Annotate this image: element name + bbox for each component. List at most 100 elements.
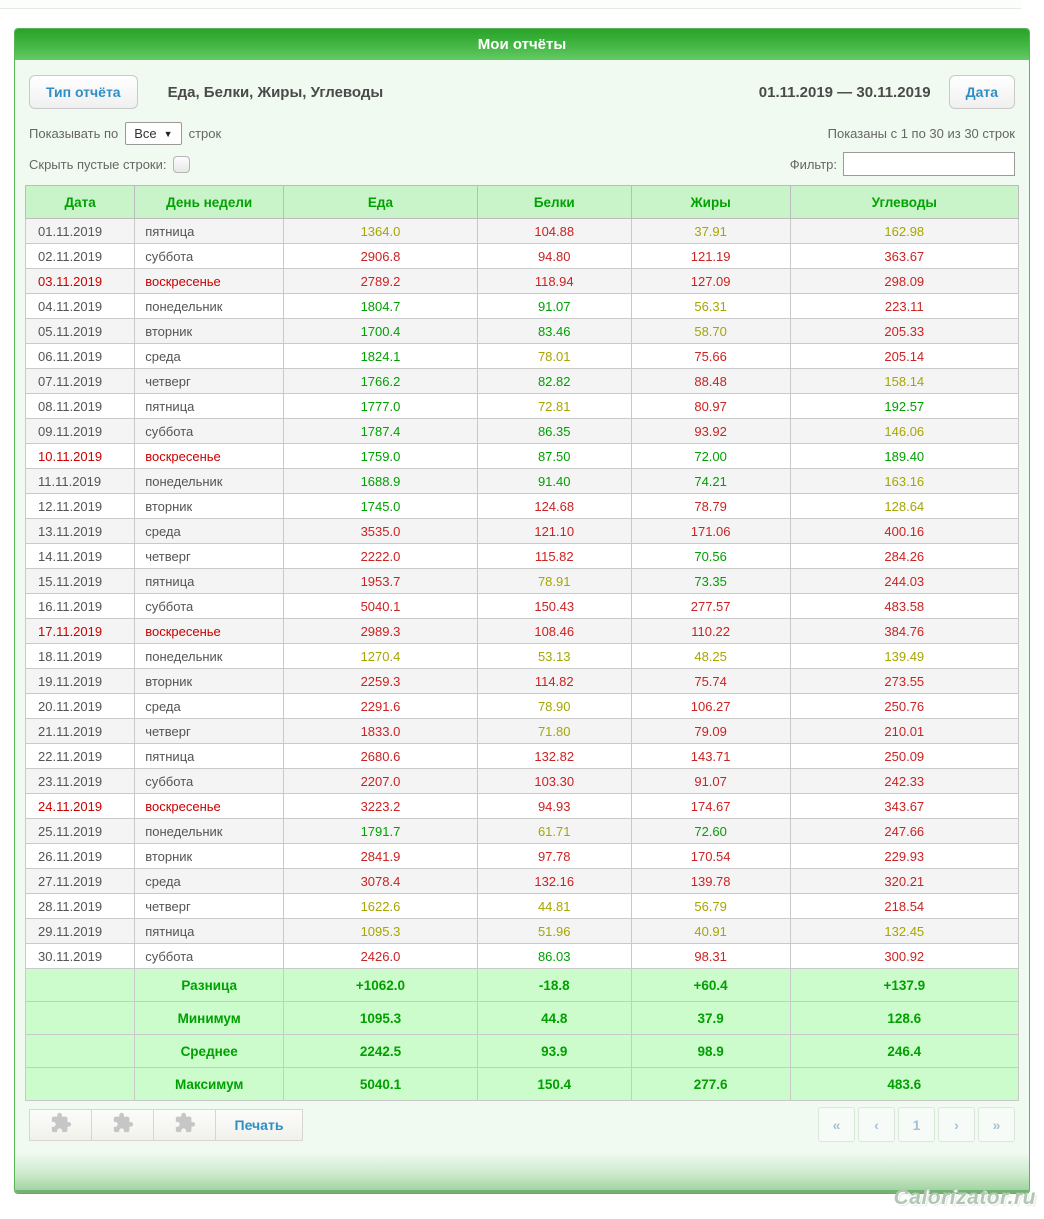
summary-label: Среднее <box>134 1034 285 1068</box>
puzzle-icon <box>50 1112 72 1137</box>
pagination-first-button[interactable]: « <box>818 1107 855 1142</box>
carbs-value: 363.67 <box>789 243 1020 269</box>
pagination-last-button[interactable]: » <box>978 1107 1015 1142</box>
fat-value: 70.56 <box>630 543 791 569</box>
summary-empty-cell <box>24 968 136 1002</box>
carbs-value: 189.40 <box>789 443 1020 469</box>
hide-empty-checkbox[interactable] <box>172 155 190 173</box>
date-cell: 13.11.2019 <box>24 518 136 544</box>
fat-value: 121.19 <box>630 243 791 269</box>
table-row: 24.11.2019 воскресенье 3223.2 94.93 174.67 34… <box>24 793 1020 819</box>
export-toolbar: Печать <box>29 1108 303 1141</box>
protein-value: 78.90 <box>476 693 632 719</box>
date-cell: 19.11.2019 <box>24 668 136 694</box>
export-plugin-button-3[interactable] <box>153 1108 216 1141</box>
table-row: 07.11.2019 четверг 1766.2 82.82 88.48 158.14 <box>24 368 1020 394</box>
carbs-value: 247.66 <box>789 818 1020 844</box>
puzzle-icon <box>112 1112 134 1137</box>
carbs-value: 343.67 <box>789 793 1020 819</box>
pagination-next-button[interactable]: › <box>938 1107 975 1142</box>
fat-value: 75.66 <box>630 343 791 369</box>
date-cell: 28.11.2019 <box>24 893 136 919</box>
fat-value: 58.70 <box>630 318 791 344</box>
export-plugin-button-2[interactable] <box>91 1108 154 1141</box>
carbs-value: 298.09 <box>789 268 1020 294</box>
report-type-button[interactable]: Тип отчёта <box>29 75 138 109</box>
date-cell: 04.11.2019 <box>24 293 136 319</box>
summary-label: Минимум <box>134 1001 285 1035</box>
pagination-prev-button[interactable]: ‹ <box>858 1107 895 1142</box>
bottom-green-bar <box>15 1154 1029 1193</box>
date-cell: 02.11.2019 <box>24 243 136 269</box>
food-value: 1745.0 <box>283 493 478 519</box>
weekday-cell: вторник <box>134 668 285 694</box>
food-value: 1095.3 <box>283 918 478 944</box>
puzzle-icon <box>174 1112 196 1137</box>
export-plugin-button-1[interactable] <box>29 1108 92 1141</box>
carbs-value: 273.55 <box>789 668 1020 694</box>
fat-value: 98.31 <box>630 943 791 969</box>
print-button[interactable]: Печать <box>215 1108 303 1141</box>
weekday-cell: среда <box>134 693 285 719</box>
table-row: 28.11.2019 четверг 1622.6 44.81 56.79 218.54 <box>24 893 1020 919</box>
date-cell: 21.11.2019 <box>24 718 136 744</box>
date-cell: 06.11.2019 <box>24 343 136 369</box>
column-header-date: Дата <box>24 185 136 219</box>
weekday-cell: среда <box>134 868 285 894</box>
table-row: 01.11.2019 пятница 1364.0 104.88 37.91 162.98 <box>24 218 1020 244</box>
top-page-strip <box>0 0 1021 9</box>
date-cell: 17.11.2019 <box>24 618 136 644</box>
fat-value: 56.79 <box>630 893 791 919</box>
date-cell: 18.11.2019 <box>24 643 136 669</box>
protein-value: 118.94 <box>476 268 632 294</box>
carbs-value: 250.76 <box>789 693 1020 719</box>
column-header-food: Еда <box>283 185 478 219</box>
table-row: 13.11.2019 среда 3535.0 121.10 171.06 400.16 <box>24 518 1020 544</box>
food-value: 1766.2 <box>283 368 478 394</box>
food-value: 3078.4 <box>283 868 478 894</box>
carbs-value: 128.64 <box>789 493 1020 519</box>
weekday-cell: суббота <box>134 418 285 444</box>
date-cell: 03.11.2019 <box>24 268 136 294</box>
weekday-cell: понедельник <box>134 643 285 669</box>
column-header-fat: Жиры <box>630 185 791 219</box>
protein-value: 78.01 <box>476 343 632 369</box>
pagination-page-1-button[interactable]: 1 <box>898 1107 935 1142</box>
food-value: 2841.9 <box>283 843 478 869</box>
carbs-value: 132.45 <box>789 918 1020 944</box>
filter-input[interactable] <box>843 152 1015 176</box>
rows-per-page-select[interactable]: Все ▼ <box>125 122 182 145</box>
food-value: 2680.6 <box>283 743 478 769</box>
protein-value: 44.81 <box>476 893 632 919</box>
table-row: 18.11.2019 понедельник 1270.4 53.13 48.25 139… <box>24 643 1020 669</box>
date-button[interactable]: Дата <box>948 75 1015 109</box>
food-value: 1270.4 <box>283 643 478 669</box>
food-value: 1622.6 <box>283 893 478 919</box>
filter-row: Скрыть пустые строки: Фильтр: <box>25 152 1019 176</box>
food-value: 1700.4 <box>283 318 478 344</box>
summary-label: Разница <box>134 968 285 1002</box>
table-row: 04.11.2019 понедельник 1804.7 91.07 56.31 223… <box>24 293 1020 319</box>
weekday-cell: воскресенье <box>134 443 285 469</box>
table-row: 19.11.2019 вторник 2259.3 114.82 75.74 273.55 <box>24 668 1020 694</box>
summary-row-разница: Разница +1062.0 -18.8 +60.4 +137.9 <box>24 968 1020 1002</box>
rows-per-page-value: Все <box>134 126 157 141</box>
weekday-cell: понедельник <box>134 468 285 494</box>
summary-fat-value: 98.9 <box>630 1034 791 1068</box>
date-cell: 24.11.2019 <box>24 793 136 819</box>
rows-per-page-row: Показывать по Все ▼ строк Показаны с 1 п… <box>25 122 1019 145</box>
weekday-cell: пятница <box>134 918 285 944</box>
date-cell: 23.11.2019 <box>24 768 136 794</box>
date-cell: 15.11.2019 <box>24 568 136 594</box>
carbs-value: 162.98 <box>789 218 1020 244</box>
food-value: 1787.4 <box>283 418 478 444</box>
carbs-value: 320.21 <box>789 868 1020 894</box>
table-footer: Печать « ‹ 1 › » <box>25 1107 1019 1144</box>
date-cell: 27.11.2019 <box>24 868 136 894</box>
food-value: 1833.0 <box>283 718 478 744</box>
weekday-cell: суббота <box>134 243 285 269</box>
hide-empty-label: Скрыть пустые строки: <box>29 156 167 172</box>
table-row: 14.11.2019 четверг 2222.0 115.82 70.56 284.26 <box>24 543 1020 569</box>
date-cell: 26.11.2019 <box>24 843 136 869</box>
summary-carbs-value: 128.6 <box>789 1001 1020 1035</box>
